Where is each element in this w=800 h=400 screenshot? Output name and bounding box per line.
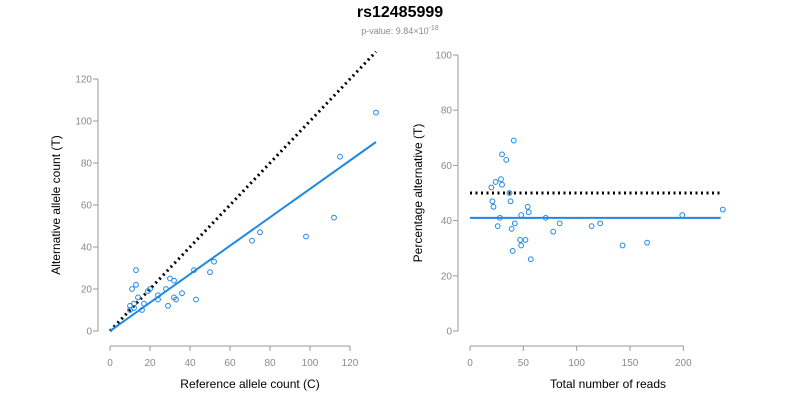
- data-point: [135, 294, 141, 301]
- fit-line: [109, 141, 377, 332]
- data-point: [508, 225, 515, 232]
- data-point: [597, 220, 604, 227]
- data-point: [522, 237, 529, 243]
- data-point: [173, 296, 179, 303]
- data-point: [498, 176, 504, 183]
- data-point: [719, 206, 726, 213]
- data-point: [588, 223, 595, 230]
- data-point: [503, 156, 510, 163]
- y-tick-label: 60: [441, 161, 453, 172]
- data-point: [527, 256, 534, 263]
- x-tick-label: 100: [568, 358, 585, 369]
- data-point: [211, 258, 217, 265]
- data-point: [179, 290, 185, 297]
- y-tick-label: 0: [86, 327, 92, 338]
- data-point: [494, 223, 501, 230]
- data-point: [147, 286, 153, 292]
- x-axis-label: Total number of reads: [550, 377, 666, 391]
- data-point: [518, 242, 525, 249]
- data-point: [517, 237, 524, 243]
- data-point: [129, 286, 135, 292]
- y-tick-label: 80: [81, 159, 93, 170]
- data-point: [619, 242, 626, 249]
- y-tick-label: 100: [435, 51, 452, 62]
- y-tick-label: 20: [81, 285, 93, 296]
- pvalue-text: p-value: 9.84×10: [361, 26, 429, 36]
- data-point: [249, 237, 255, 244]
- x-axis-label: Reference allele count (C): [180, 377, 319, 391]
- x-tick-label: 80: [264, 358, 276, 369]
- data-point: [488, 184, 495, 191]
- y-tick-label: 40: [441, 216, 453, 227]
- data-point: [511, 220, 518, 227]
- y-tick-label: 100: [75, 117, 92, 128]
- y-tick-label: 40: [81, 243, 93, 254]
- data-point: [257, 229, 263, 236]
- y-tick-label: 80: [441, 106, 453, 117]
- data-point: [679, 212, 686, 218]
- right-plot: 0 50 100 150 200 0 20 40 60 80 100 Total number of …: [411, 51, 726, 391]
- y-axis-label: Alternative allele count (T): [49, 135, 63, 274]
- data-point: [492, 179, 499, 185]
- y-tick-label: 120: [75, 75, 92, 86]
- data-point: [556, 220, 563, 227]
- chart-title: rs12485999: [356, 4, 444, 21]
- data-point: [303, 233, 309, 240]
- data-point: [165, 302, 171, 309]
- left-plot: 0 20 40 60 80 100 120 0 20 40 60 80 100 120 Reference …: [49, 50, 379, 391]
- data-point: [193, 296, 199, 303]
- reference-line: [108, 50, 378, 333]
- data-point: [518, 212, 525, 218]
- data-point: [331, 214, 337, 221]
- data-point: [550, 228, 557, 235]
- x-tick-label: 150: [622, 358, 639, 369]
- x-tick-label: 120: [342, 358, 359, 369]
- data-point: [489, 198, 496, 205]
- y-tick-label: 20: [441, 271, 453, 282]
- data-point: [524, 203, 531, 210]
- data-point: [506, 190, 513, 196]
- data-point: [131, 300, 137, 307]
- x-tick-label: 100: [302, 358, 319, 369]
- data-point: [207, 269, 213, 276]
- data-point: [644, 239, 650, 246]
- data-point: [509, 248, 516, 254]
- y-axis-label: Percentage alternative (T): [411, 124, 425, 263]
- y-tick-label: 0: [446, 327, 452, 338]
- data-point: [133, 281, 139, 288]
- x-tick-label: 50: [518, 358, 530, 369]
- data-point: [337, 153, 343, 160]
- x-tick-label: 0: [467, 358, 473, 369]
- x-tick-label: 0: [107, 358, 113, 369]
- data-point: [525, 209, 532, 216]
- data-point: [510, 137, 517, 144]
- data-point: [171, 277, 177, 284]
- data-point: [499, 151, 505, 158]
- data-point: [133, 267, 139, 274]
- x-tick-label: 60: [224, 358, 236, 369]
- chart-subtitle: p-value: 9.84×10-18: [0, 25, 800, 36]
- y-tick-label: 60: [81, 201, 93, 212]
- data-point: [373, 109, 379, 116]
- data-point: [507, 198, 514, 205]
- data-point: [131, 305, 137, 311]
- data-point: [490, 203, 497, 210]
- x-tick-label: 20: [144, 358, 156, 369]
- x-tick-label: 200: [675, 358, 692, 369]
- pvalue-exponent: -18: [428, 25, 439, 32]
- data-point: [499, 181, 505, 188]
- x-tick-label: 40: [184, 358, 196, 369]
